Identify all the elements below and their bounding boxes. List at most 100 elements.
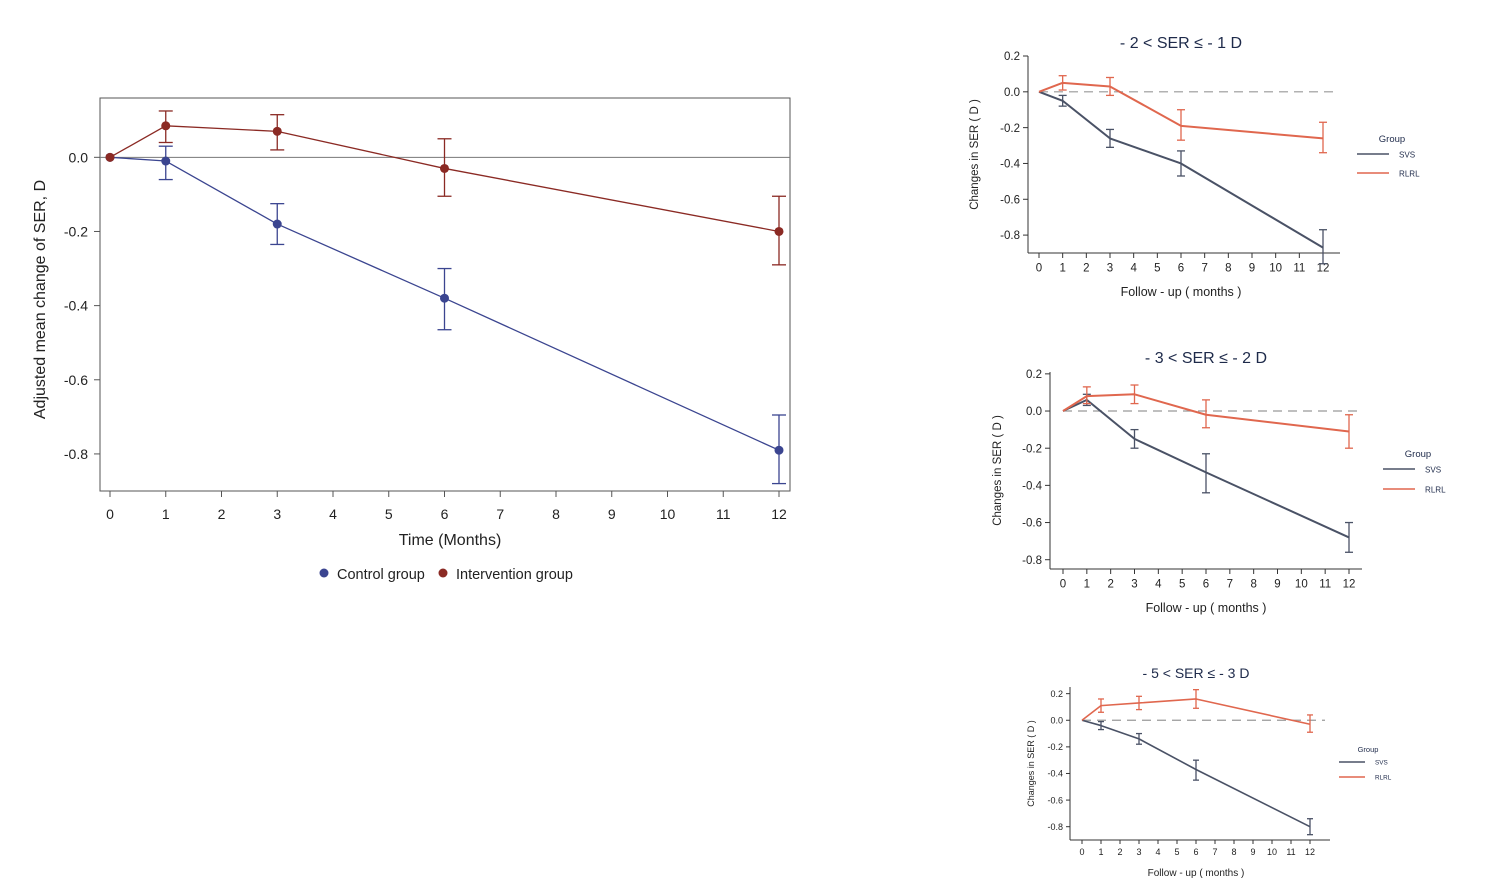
- x-tick-label: 5: [1174, 847, 1179, 857]
- x-tick-label: 6: [441, 506, 449, 522]
- legend-label: Intervention group: [456, 567, 573, 583]
- x-tick-label: 5: [1179, 579, 1185, 591]
- y-tick-label: -0.2: [1022, 443, 1042, 455]
- y-tick-label: -0.6: [1000, 194, 1020, 206]
- x-tick-label: 12: [1343, 579, 1356, 591]
- y-axis-label: Changes in SER ( D ): [1026, 720, 1036, 807]
- x-tick-label: 3: [1131, 579, 1137, 591]
- x-tick-label: 10: [1267, 847, 1277, 857]
- error-bar: [1058, 75, 1067, 91]
- x-tick-label: 0: [1036, 263, 1042, 275]
- x-axis-label: Follow - up ( months ): [1146, 601, 1267, 615]
- x-tick-label: 7: [1227, 579, 1233, 591]
- x-axis-label: Follow - up ( months ): [1121, 285, 1242, 299]
- x-tick-label: 8: [552, 506, 560, 522]
- series-intervention-group: [105, 110, 786, 266]
- error-bar: [1177, 109, 1185, 141]
- legend-label: RLRL: [1425, 485, 1446, 494]
- x-tick-label: 12: [1305, 847, 1315, 857]
- x-tick-label: 4: [1130, 263, 1137, 275]
- y-tick-label: -0.6: [1047, 795, 1063, 805]
- data-point: [272, 126, 282, 136]
- error-bar: [1130, 384, 1139, 405]
- y-tick-label: -0.8: [1047, 822, 1063, 832]
- x-tick-label: 11: [1286, 847, 1295, 857]
- x-tick-label: 3: [1136, 847, 1141, 857]
- series-svs: [1038, 90, 1327, 265]
- y-tick-label: -0.4: [64, 298, 88, 314]
- error-bar: [1193, 689, 1199, 709]
- error-bar: [1098, 720, 1104, 731]
- y-tick-label: -0.4: [1022, 481, 1042, 493]
- main-chart: 0.0-0.2-0.4-0.6-0.80 1 2 3 4 5 6 7 8 9 10 11 12Time …: [32, 97, 791, 583]
- error-bar: [1058, 94, 1067, 107]
- series-svs: [1062, 393, 1353, 553]
- legend-label: SVS: [1399, 150, 1415, 159]
- error-bar: [1345, 521, 1353, 553]
- x-tick-label: 2: [1107, 579, 1113, 591]
- x-tick-label: 10: [660, 506, 676, 522]
- error-bar: [1136, 732, 1142, 745]
- legend: Group SVS RLRL: [1339, 745, 1392, 782]
- x-tick-label: 4: [1155, 579, 1162, 591]
- x-tick-label: 0: [1079, 847, 1084, 857]
- error-bar: [1106, 76, 1114, 97]
- x-tick-label: 5: [385, 506, 393, 522]
- x-tick-label: 8: [1231, 847, 1236, 857]
- data-point: [440, 293, 449, 303]
- y-tick-label: -0.8: [1022, 555, 1042, 567]
- legend: Group SVS RLRL: [1383, 449, 1446, 494]
- x-tick-label: 12: [1317, 263, 1330, 275]
- y-tick-label: 0.2: [1026, 369, 1042, 381]
- x-tick-label: 3: [273, 506, 281, 522]
- y-tick-label: -0.8: [1000, 230, 1020, 242]
- x-tick-label: 6: [1178, 263, 1184, 275]
- chart-title: - 3 < SER ≤ - 2 D: [1145, 350, 1267, 367]
- error-bar: [1193, 759, 1199, 781]
- x-tick-label: 11: [716, 506, 731, 522]
- legend-title: Group: [1358, 745, 1379, 754]
- x-tick-label: 11: [1319, 579, 1331, 591]
- x-axis-label: Time (Months): [399, 532, 502, 549]
- error-bar: [1319, 121, 1327, 154]
- error-bar: [1319, 229, 1327, 265]
- error-bar: [1130, 428, 1139, 449]
- x-tick-label: 2: [218, 506, 226, 522]
- y-tick-label: 0.0: [1050, 716, 1063, 726]
- x-tick-label: 1: [1098, 847, 1103, 857]
- error-bar: [1098, 698, 1104, 713]
- x-tick-label: 10: [1295, 579, 1308, 591]
- x-tick-label: 2: [1117, 847, 1122, 857]
- data-point: [161, 121, 171, 131]
- series-rlrl: [1081, 689, 1313, 733]
- data-point: [272, 219, 282, 229]
- data-point: [161, 156, 171, 166]
- y-tick-label: -0.2: [64, 223, 88, 239]
- panel-chart-1: 0.20.0-0.2-0.4-0.6-0.80 1 2 3 4 5 6 7 8 9 10 11 12- …: [969, 35, 1420, 299]
- y-tick-label: 0.2: [1050, 689, 1063, 699]
- x-tick-label: 11: [1293, 263, 1305, 275]
- x-tick-label: 8: [1250, 579, 1256, 591]
- y-tick-label: -0.8: [64, 446, 88, 462]
- x-tick-label: 7: [496, 506, 504, 522]
- y-tick-label: 0.0: [1026, 406, 1042, 418]
- error-bar: [1345, 414, 1353, 449]
- chart-title: - 5 < SER ≤ - 3 D: [1143, 665, 1250, 681]
- legend-label: Control group: [337, 567, 425, 583]
- y-tick-label: -0.2: [1000, 123, 1020, 135]
- x-tick-label: 1: [1059, 263, 1065, 275]
- legend-label: SVS: [1425, 465, 1441, 474]
- legend-title: Group: [1405, 449, 1431, 460]
- x-tick-label: 9: [1249, 263, 1255, 275]
- y-tick-label: -0.4: [1047, 769, 1063, 779]
- x-tick-label: 1: [1084, 579, 1090, 591]
- series-rlrl: [1062, 384, 1353, 449]
- x-tick-label: 7: [1201, 263, 1207, 275]
- x-tick-label: 8: [1225, 263, 1231, 275]
- legend: Group SVS RLRL: [1357, 134, 1420, 178]
- y-tick-label: -0.6: [1022, 518, 1042, 530]
- x-tick-label: 3: [1107, 263, 1113, 275]
- x-tick-label: 9: [1250, 847, 1255, 857]
- x-axis-label: Follow - up ( months ): [1148, 868, 1245, 879]
